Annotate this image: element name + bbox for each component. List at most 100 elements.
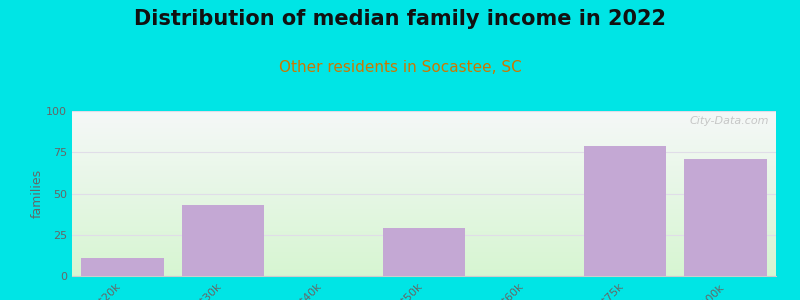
Bar [72,212,776,213]
Bar [72,116,776,117]
Bar [72,195,776,196]
Bar [72,172,776,173]
Bar [72,196,776,197]
Bar [72,231,776,232]
Bar [72,137,776,138]
Bar [72,147,776,148]
Bar [72,247,776,248]
Bar [72,145,776,146]
Bar [72,244,776,245]
Bar [72,156,776,157]
Bar [72,186,776,187]
Bar [72,142,776,143]
Bar [72,115,776,116]
Text: Other residents in Socastee, SC: Other residents in Socastee, SC [278,60,522,75]
Bar [72,136,776,137]
Bar [72,204,776,205]
Bar [72,112,776,113]
Bar [72,202,776,203]
Bar [72,119,776,120]
Bar [72,124,776,125]
Bar [72,148,776,149]
Bar [72,255,776,256]
Bar [72,190,776,191]
Bar [72,268,776,269]
Bar [72,117,776,118]
Bar [72,240,776,241]
Bar [72,258,776,259]
Bar [72,254,776,255]
Bar [72,202,776,203]
Bar [72,123,776,124]
Bar [72,223,776,224]
Bar [72,178,776,179]
Bar [72,126,776,127]
Bar [72,257,776,258]
Bar [72,183,776,184]
Bar [72,224,776,225]
Bar [72,177,776,178]
Bar [72,239,776,240]
Bar [72,138,776,139]
Bar [72,273,776,274]
Bar [72,133,776,134]
Bar [72,246,776,247]
Bar [72,184,776,185]
Bar [72,191,776,192]
Bar [72,216,776,217]
Bar [72,194,776,195]
Bar [72,164,776,165]
Bar [72,174,776,175]
Bar [72,206,776,207]
Bar [72,226,776,227]
Bar [72,182,776,183]
Bar [72,222,776,223]
Bar [72,188,776,189]
Bar [72,205,776,206]
Bar [72,213,776,214]
Bar [72,237,776,238]
Bar [72,130,776,131]
Bar [72,228,776,229]
Bar [72,265,776,266]
Bar [72,114,776,115]
Bar [72,260,776,261]
Bar [72,266,776,267]
Bar [72,193,776,194]
Bar [72,170,776,171]
Bar [72,201,776,202]
Bar [72,209,776,210]
Bar [72,169,776,170]
Bar [72,128,776,129]
Bar [72,235,776,236]
Text: Distribution of median family income in 2022: Distribution of median family income in … [134,9,666,29]
Bar [72,248,776,249]
Bar [72,261,776,262]
Bar [72,155,776,156]
Bar [72,176,776,177]
Bar [72,220,776,221]
Bar [72,203,776,204]
Bar [72,159,776,160]
Bar [72,118,776,119]
Bar [182,205,264,276]
Bar [72,245,776,246]
Bar [685,159,767,276]
Y-axis label: families: families [30,169,43,218]
Bar [72,167,776,168]
Bar [72,217,776,218]
Bar [72,270,776,271]
Bar [72,219,776,220]
Bar [72,161,776,162]
Bar [72,275,776,276]
Bar [72,262,776,263]
Bar [72,140,776,141]
Bar [72,151,776,152]
Bar [72,135,776,136]
Bar [72,171,776,172]
Bar [72,234,776,235]
Bar [72,187,776,188]
Bar [72,229,776,230]
Bar [72,232,776,233]
Bar [72,152,776,153]
